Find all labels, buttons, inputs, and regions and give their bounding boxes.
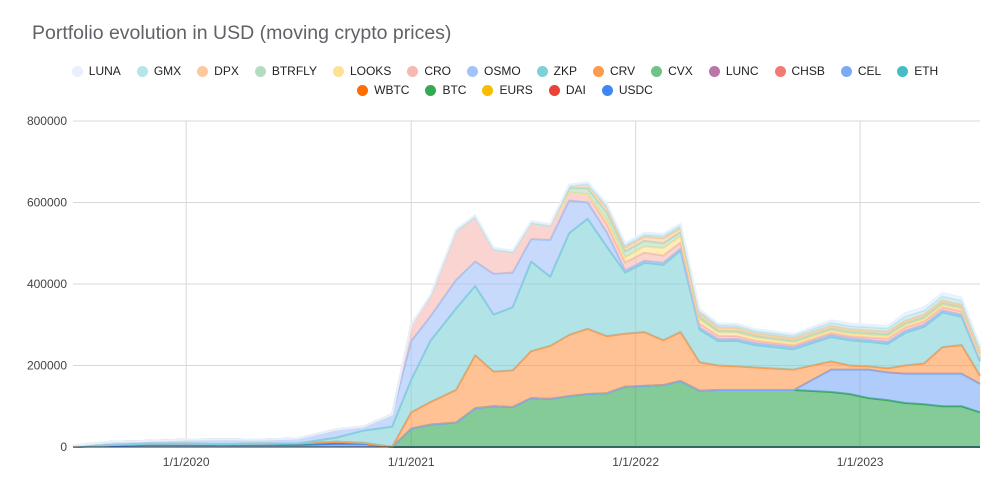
legend-label: CRO [424,64,451,78]
legend-item-eth: ETH [897,64,938,78]
legend-swatch [548,84,560,96]
y-tick-label: 600000 [27,196,67,210]
legend-label: LUNA [88,64,121,78]
legend-label: CEL [857,64,882,78]
legend-swatch [357,84,369,96]
legend-item-eurs: EURS [482,83,533,97]
chart-title: Portfolio evolution in USD (moving crypt… [32,22,452,44]
legend-item-looks: LOOKS [332,64,392,78]
legend-label: ZKP [553,64,578,78]
chart-legend: LUNA GMX DPX BTRFLY LOOKS CRO OSMO ZKP CRV CVX LUN… [40,62,970,100]
legend-item-osmo: OSMO [467,64,521,78]
legend-label: USDC [618,83,653,97]
legend-label: ETH [914,64,939,78]
area-zkp [73,218,980,447]
legend-item-zkp: ZKP [536,64,578,78]
legend-label: BTRFLY [271,64,317,78]
legend-swatch [774,65,786,77]
legend-label: GMX [153,64,182,78]
area-btc [73,380,980,447]
x-tick-label: 1/1/2021 [388,455,435,469]
legend-item-btrfly: BTRFLY [254,64,317,78]
y-tick-label: 0 [60,440,67,454]
y-tick-label: 200000 [27,359,67,373]
legend-swatch [482,84,494,96]
legend-swatch [708,65,720,77]
legend-item-dai: DAI [548,83,586,97]
legend-item-cvx: CVX [651,64,693,78]
legend-row: WBTC BTC EURS DAI USDC [40,81,970,99]
legend-label: LUNC [725,64,759,78]
legend-item-luna: LUNA [71,64,121,78]
legend-row: LUNA GMX DPX BTRFLY LOOKS CRO OSMO ZKP CRV CVX LUN… [40,62,970,80]
legend-swatch [536,65,548,77]
x-tick-label: 1/1/2023 [837,455,884,469]
legend-swatch [425,84,437,96]
line-luna [72,181,981,447]
legend-label: BTC [442,83,467,97]
area-usdc [73,443,980,447]
legend-item-dpx: DPX [197,64,239,78]
legend-swatch [407,65,419,77]
x-tick-label: 1/1/2020 [163,455,210,469]
legend-swatch [467,65,478,77]
legend-item-crv: CRV [593,64,635,78]
legend-label: LOOKS [349,64,392,78]
legend-item-wbtc: WBTC [357,83,409,97]
legend-item-chsb: CHSB [774,64,825,78]
legend-swatch [897,65,909,77]
legend-item-lunc: LUNC [708,64,759,78]
legend-swatch [332,65,344,77]
legend-label: EURS [499,83,533,97]
legend-label: CRV [610,64,636,78]
legend-item-btc: BTC [425,83,466,97]
legend-item-cel: CEL [840,64,882,78]
legend-swatch [651,65,663,77]
y-tick-label: 400000 [27,277,67,291]
legend-label: CHSB [791,64,825,78]
legend-swatch [254,65,266,77]
legend-item-usdc: USDC [601,83,653,97]
legend-swatch [71,65,83,77]
legend-label: CVX [668,64,693,78]
legend-label: WBTC [374,83,410,97]
legend-swatch [136,65,148,77]
y-tick-label: 800000 [27,114,67,128]
legend-swatch [601,84,613,96]
area-crv [73,328,980,447]
legend-swatch [593,65,605,77]
legend-item-gmx: GMX [136,64,182,78]
area-osmo [73,200,980,447]
legend-item-cro: CRO [407,64,451,78]
area-cel [73,369,980,447]
x-tick-label: 1/1/2022 [612,455,659,469]
legend-label: OSMO [484,64,521,78]
legend-label: DPX [214,64,239,78]
legend-swatch [197,65,209,77]
legend-label: DAI [565,83,586,97]
legend-swatch [840,65,852,77]
area-cro [73,192,980,446]
